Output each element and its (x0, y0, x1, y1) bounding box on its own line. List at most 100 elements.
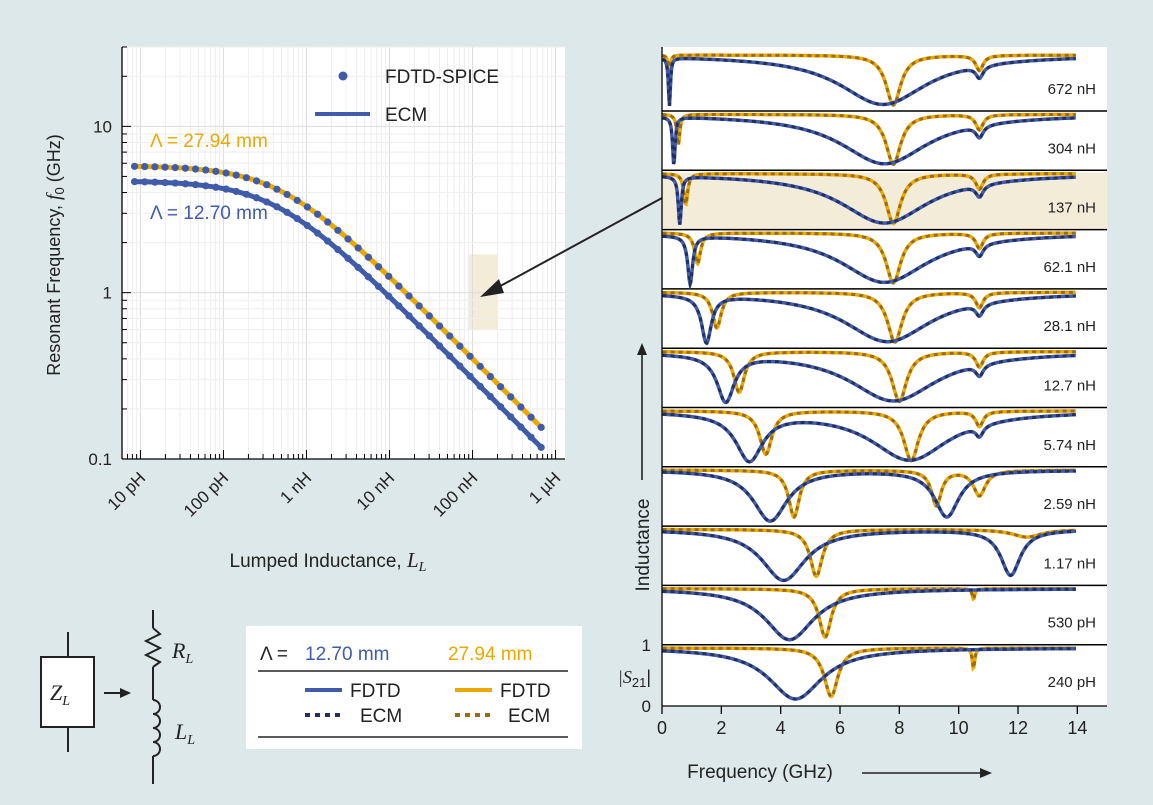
legend-point-marker (338, 71, 348, 81)
data-point (283, 208, 291, 216)
data-point (466, 352, 474, 360)
strip-x-tick-label: 10 (949, 718, 969, 738)
data-point (161, 163, 169, 171)
data-point (242, 174, 250, 182)
data-point (191, 181, 200, 189)
fdtd-blue-curve (662, 587, 1076, 642)
data-point (181, 164, 189, 172)
resistor-symbol (143, 627, 163, 668)
strip-curves (661, 53, 1077, 701)
data-point (171, 164, 179, 172)
data-point (496, 403, 505, 411)
inductance-label: 240 pH (1048, 674, 1096, 691)
ecm-orange-curve (662, 172, 1076, 226)
data-point (303, 221, 311, 230)
data-point (364, 273, 372, 281)
y-tick-label: 1 (103, 284, 112, 303)
data-point (344, 235, 352, 243)
data-point (364, 253, 372, 261)
data-point (344, 254, 352, 262)
strip-x-tick-label: 8 (894, 718, 904, 738)
ecm-blue-curve (662, 175, 1076, 225)
strip-x-tick-label: 6 (835, 718, 845, 738)
data-point (446, 352, 454, 360)
data-point (222, 185, 230, 193)
ecm-orange-curve (662, 113, 1076, 166)
data-point (273, 203, 281, 211)
data-point (232, 187, 240, 196)
data-point (141, 178, 149, 186)
data-point (395, 282, 403, 290)
legend-fdtd-blue: FDTD (350, 681, 401, 702)
series-label-blue: Λ = 12.70 mm (150, 203, 268, 224)
data-point (334, 226, 342, 234)
data-point (263, 198, 271, 206)
frequency-axis-label: Frequency (GHz) (687, 762, 833, 783)
data-point (415, 322, 423, 330)
inductance-label: 137 nH (1048, 200, 1096, 217)
data-point (141, 162, 149, 171)
data-point (293, 196, 301, 204)
ecm-blue-curve (662, 412, 1076, 464)
data-point (527, 413, 535, 421)
data-point (374, 282, 383, 291)
inductance-label: 672 nH (1048, 81, 1096, 98)
data-point (486, 372, 494, 381)
data-point (161, 178, 169, 187)
data-point (212, 167, 220, 175)
legend-table: Λ = 12.70 mm 27.94 mm FDTD FDTD ECM ECM (246, 626, 582, 749)
data-point (466, 372, 474, 380)
y-tick-label: 10 (93, 117, 112, 136)
data-point (324, 218, 332, 226)
legend-fdtd-orange: FDTD (500, 681, 551, 702)
data-point (273, 185, 281, 193)
s21-tick-0: 0 (642, 697, 651, 716)
inductance-label: 1.17 nH (1043, 555, 1096, 572)
x-axis-label: Lumped Inductance, LL (230, 548, 427, 575)
data-point (151, 163, 159, 171)
data-point (507, 413, 515, 421)
data-point (252, 177, 261, 185)
s21-axis-label: |S21| (618, 667, 651, 690)
fdtd-orange-curve (662, 53, 1076, 107)
circuit-diagram (40, 610, 163, 784)
data-point (537, 423, 545, 431)
data-point (456, 362, 464, 370)
data-point (263, 181, 271, 189)
data-point (283, 190, 291, 199)
data-point (517, 403, 525, 411)
data-point (374, 263, 383, 271)
data-point (405, 312, 413, 320)
data-point (293, 215, 301, 223)
inductance-label: 2.59 nH (1043, 496, 1096, 513)
inductor-label: LL (174, 719, 195, 748)
inductance-label: 530 pH (1048, 615, 1096, 632)
ecm-orange-curve (662, 587, 1076, 639)
data-point (354, 244, 362, 252)
data-point (202, 182, 210, 190)
legend-fdtd-spice: FDTD-SPICE (385, 67, 499, 88)
data-point (191, 165, 200, 173)
y-axis-label: Resonant Frequency, f0 (GHz) (43, 134, 67, 376)
legend-ecm-blue: ECM (360, 706, 402, 727)
ecm-orange-curve (662, 350, 1076, 404)
inductance-label: 12.7 nH (1043, 378, 1096, 395)
data-point (385, 292, 393, 300)
equivalence-arrowhead (120, 688, 131, 698)
data-points (130, 162, 545, 451)
data-point (242, 190, 250, 198)
ecm-orange-curve (662, 290, 1076, 344)
data-point (171, 179, 179, 187)
strip-x-tick-label: 14 (1067, 718, 1087, 738)
ecm-blue-curve (662, 353, 1076, 405)
inductance-label: 5.74 nH (1043, 437, 1096, 454)
impedance-label: ZL (50, 680, 70, 709)
data-point (435, 322, 444, 330)
data-point (151, 178, 159, 186)
data-point (130, 162, 139, 170)
data-point (507, 393, 515, 401)
ecm-orange-curve (662, 409, 1076, 463)
inductance-arrowhead (637, 343, 647, 355)
data-point (334, 245, 342, 254)
